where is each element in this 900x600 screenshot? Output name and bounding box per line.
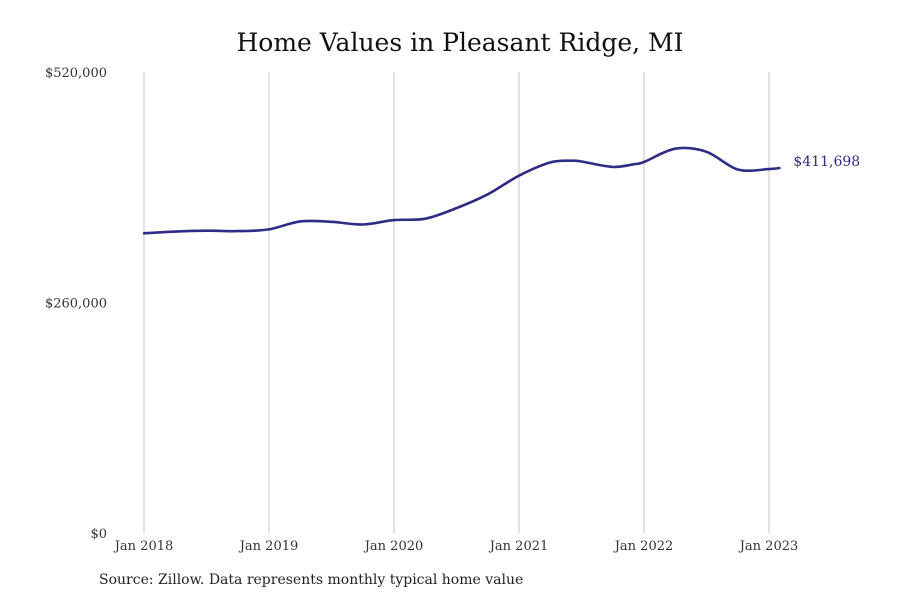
x-tick-label: Jan 2022 xyxy=(613,539,674,554)
end-value-label: $411,698 xyxy=(793,154,860,170)
source-note: Source: Zillow. Data represents monthly … xyxy=(99,572,524,588)
y-tick-label: $0 xyxy=(90,527,107,542)
chart-title: Home Values in Pleasant Ridge, MI xyxy=(236,28,683,57)
series-line-home-values xyxy=(142,146,781,235)
x-tick-label: Jan 2020 xyxy=(363,539,424,554)
x-tick-label: Jan 2019 xyxy=(238,539,299,554)
y-axis-ticks: $0 $260,000 $520,000 xyxy=(45,66,107,542)
x-tick-label: Jan 2018 xyxy=(113,539,174,554)
x-axis-ticks: Jan 2018 Jan 2019 Jan 2020 Jan 2021 Jan 2022… xyxy=(113,539,799,554)
x-tick-label: Jan 2021 xyxy=(488,539,549,554)
y-tick-label: $520,000 xyxy=(45,66,107,81)
y-tick-label: $260,000 xyxy=(45,297,107,312)
x-tick-label: Jan 2023 xyxy=(738,539,799,554)
x-gridlines xyxy=(143,72,770,533)
